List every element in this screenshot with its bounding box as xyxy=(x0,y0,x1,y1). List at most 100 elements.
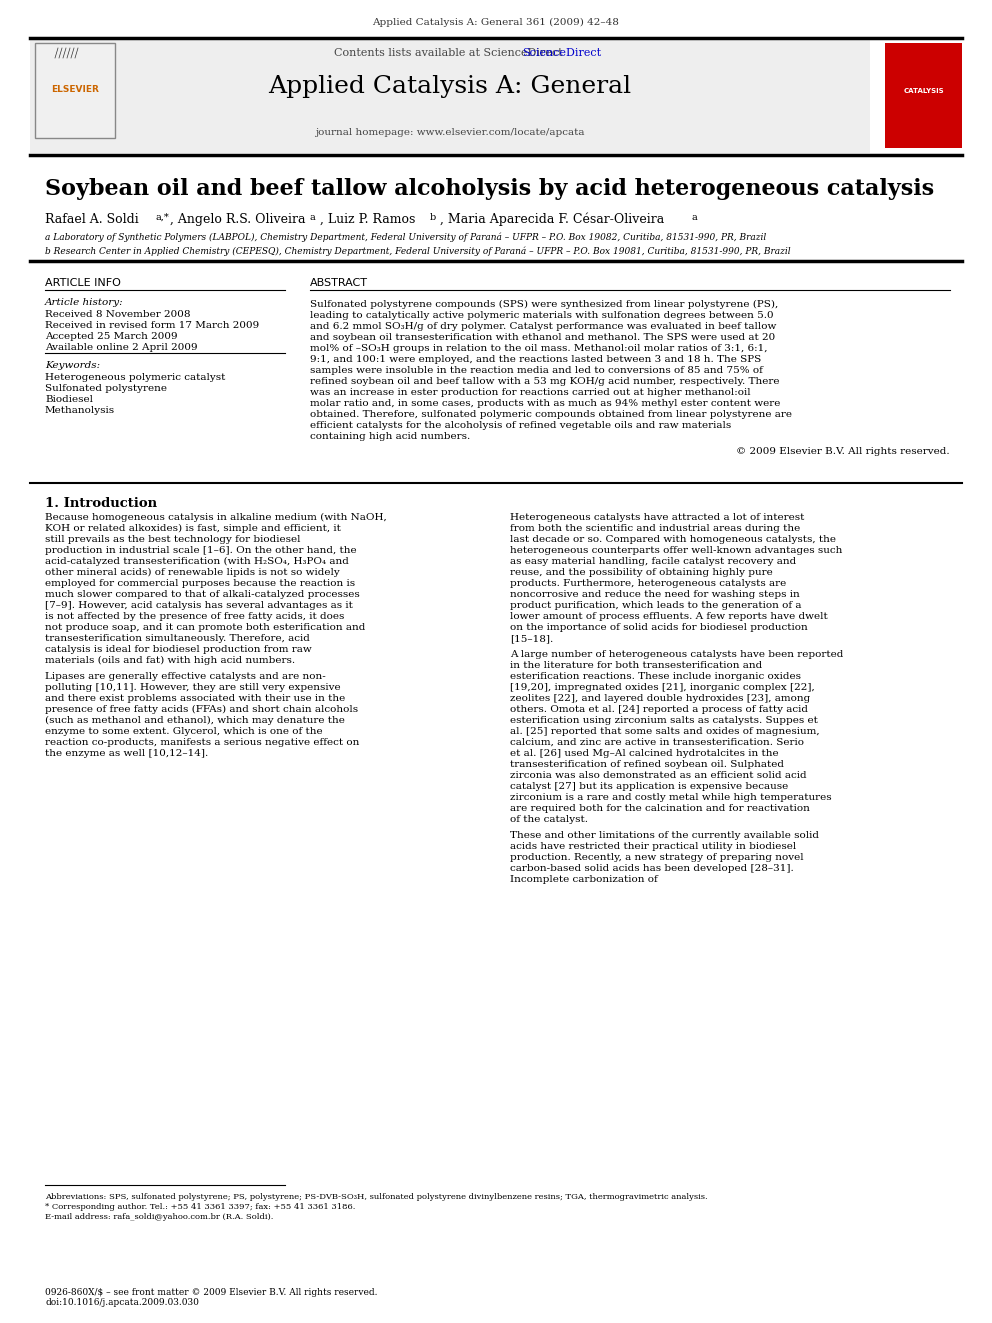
Text: esterification reactions. These include inorganic oxides: esterification reactions. These include … xyxy=(510,672,801,681)
Text: © 2009 Elsevier B.V. All rights reserved.: © 2009 Elsevier B.V. All rights reserved… xyxy=(736,447,950,456)
Text: carbon-based solid acids has been developed [28–31].: carbon-based solid acids has been develo… xyxy=(510,864,794,873)
Text: catalyst [27] but its application is expensive because: catalyst [27] but its application is exp… xyxy=(510,782,789,791)
Text: , Angelo R.S. Oliveira: , Angelo R.S. Oliveira xyxy=(170,213,306,226)
Text: Biodiesel: Biodiesel xyxy=(45,396,93,404)
Text: is not affected by the presence of free fatty acids, it does: is not affected by the presence of free … xyxy=(45,613,344,620)
Text: are required both for the calcination and for reactivation: are required both for the calcination an… xyxy=(510,804,809,814)
Text: containing high acid numbers.: containing high acid numbers. xyxy=(310,433,470,441)
Text: Because homogeneous catalysis in alkaline medium (with NaOH,: Because homogeneous catalysis in alkalin… xyxy=(45,513,387,523)
Text: [7–9]. However, acid catalysis has several advantages as it: [7–9]. However, acid catalysis has sever… xyxy=(45,601,353,610)
Text: b Research Center in Applied Chemistry (CEPESQ), Chemistry Department, Federal U: b Research Center in Applied Chemistry (… xyxy=(45,246,791,255)
Text: on the importance of solid acids for biodiesel production: on the importance of solid acids for bio… xyxy=(510,623,807,632)
Text: Accepted 25 March 2009: Accepted 25 March 2009 xyxy=(45,332,178,341)
Text: not produce soap, and it can promote both esterification and: not produce soap, and it can promote bot… xyxy=(45,623,365,632)
Text: zirconia was also demonstrated as an efficient solid acid: zirconia was also demonstrated as an eff… xyxy=(510,771,806,781)
Text: a: a xyxy=(310,213,315,222)
Text: ScienceDirect: ScienceDirect xyxy=(522,48,601,58)
Bar xyxy=(30,40,870,153)
Text: [15–18].: [15–18]. xyxy=(510,634,554,643)
Text: products. Furthermore, heterogeneous catalysts are: products. Furthermore, heterogeneous cat… xyxy=(510,579,787,587)
Text: CATALYSIS: CATALYSIS xyxy=(904,89,944,94)
Text: and soybean oil transesterification with ethanol and methanol. The SPS were used: and soybean oil transesterification with… xyxy=(310,333,776,343)
Text: KOH or related alkoxides) is fast, simple and efficient, it: KOH or related alkoxides) is fast, simpl… xyxy=(45,524,341,533)
Text: 1. Introduction: 1. Introduction xyxy=(45,497,157,509)
Text: molar ratio and, in some cases, products with as much as 94% methyl ester conten: molar ratio and, in some cases, products… xyxy=(310,400,781,407)
Text: polluting [10,11]. However, they are still very expensive: polluting [10,11]. However, they are sti… xyxy=(45,683,340,692)
Text: Rafael A. Soldi: Rafael A. Soldi xyxy=(45,213,143,226)
Text: ELSEVIER: ELSEVIER xyxy=(51,85,99,94)
Text: Contents lists available at ScienceDirect: Contents lists available at ScienceDirec… xyxy=(334,48,566,58)
Text: last decade or so. Compared with homogeneous catalysts, the: last decade or so. Compared with homogen… xyxy=(510,534,836,544)
Text: catalysis is ideal for biodiesel production from raw: catalysis is ideal for biodiesel product… xyxy=(45,646,311,654)
Text: and there exist problems associated with their use in the: and there exist problems associated with… xyxy=(45,695,345,703)
Text: These and other limitations of the currently available solid: These and other limitations of the curre… xyxy=(510,831,819,840)
Text: doi:10.1016/j.apcata.2009.03.030: doi:10.1016/j.apcata.2009.03.030 xyxy=(45,1298,198,1307)
Text: Heterogeneous catalysts have attracted a lot of interest: Heterogeneous catalysts have attracted a… xyxy=(510,513,805,523)
Text: zeolites [22], and layered double hydroxides [23], among: zeolites [22], and layered double hydrox… xyxy=(510,695,810,703)
Text: esterification using zirconium salts as catalysts. Suppes et: esterification using zirconium salts as … xyxy=(510,716,817,725)
Text: and 6.2 mmol SO₃H/g of dry polymer. Catalyst performance was evaluated in beef t: and 6.2 mmol SO₃H/g of dry polymer. Cata… xyxy=(310,321,777,331)
Text: Sulfonated polystyrene: Sulfonated polystyrene xyxy=(45,384,167,393)
Text: calcium, and zinc are active in transesterification. Serio: calcium, and zinc are active in transest… xyxy=(510,738,804,747)
Text: Sulfonated polystyrene compounds (SPS) were synthesized from linear polystyrene : Sulfonated polystyrene compounds (SPS) w… xyxy=(310,300,779,310)
Text: ABSTRACT: ABSTRACT xyxy=(310,278,368,288)
Text: et al. [26] used Mg–Al calcined hydrotalcites in the: et al. [26] used Mg–Al calcined hydrotal… xyxy=(510,749,779,758)
Text: [19,20], impregnated oxides [21], inorganic complex [22],: [19,20], impregnated oxides [21], inorga… xyxy=(510,683,814,692)
Text: 9:1, and 100:1 were employed, and the reactions lasted between 3 and 18 h. The S: 9:1, and 100:1 were employed, and the re… xyxy=(310,355,761,364)
Text: A large number of heterogeneous catalysts have been reported: A large number of heterogeneous catalyst… xyxy=(510,650,843,659)
Text: others. Omota et al. [24] reported a process of fatty acid: others. Omota et al. [24] reported a pro… xyxy=(510,705,808,714)
Text: mol% of –SO₃H groups in relation to the oil mass. Methanol:oil molar ratios of 3: mol% of –SO₃H groups in relation to the … xyxy=(310,344,768,353)
Text: Heterogeneous polymeric catalyst: Heterogeneous polymeric catalyst xyxy=(45,373,225,382)
Text: materials (oils and fat) with high acid numbers.: materials (oils and fat) with high acid … xyxy=(45,656,296,665)
Text: Methanolysis: Methanolysis xyxy=(45,406,115,415)
Text: al. [25] reported that some salts and oxides of magnesium,: al. [25] reported that some salts and ox… xyxy=(510,728,819,736)
Text: Received in revised form 17 March 2009: Received in revised form 17 March 2009 xyxy=(45,321,259,329)
Text: leading to catalytically active polymeric materials with sulfonation degrees bet: leading to catalytically active polymeri… xyxy=(310,311,774,320)
Text: reuse, and the possibility of obtaining highly pure: reuse, and the possibility of obtaining … xyxy=(510,568,773,577)
Text: b: b xyxy=(430,213,436,222)
Text: presence of free fatty acids (FFAs) and short chain alcohols: presence of free fatty acids (FFAs) and … xyxy=(45,705,358,714)
Text: of the catalyst.: of the catalyst. xyxy=(510,815,588,824)
Text: Soybean oil and beef tallow alcoholysis by acid heterogeneous catalysis: Soybean oil and beef tallow alcoholysis … xyxy=(45,179,934,200)
Text: reaction co-products, manifests a serious negative effect on: reaction co-products, manifests a seriou… xyxy=(45,738,359,747)
Text: employed for commercial purposes because the reaction is: employed for commercial purposes because… xyxy=(45,579,355,587)
Text: transesterification of refined soybean oil. Sulphated: transesterification of refined soybean o… xyxy=(510,759,784,769)
Text: E-mail address: rafa_soldi@yahoo.com.br (R.A. Soldi).: E-mail address: rafa_soldi@yahoo.com.br … xyxy=(45,1213,274,1221)
Text: * Corresponding author. Tel.: +55 41 3361 3397; fax: +55 41 3361 3186.: * Corresponding author. Tel.: +55 41 336… xyxy=(45,1203,355,1211)
Text: acid-catalyzed transesterification (with H₂SO₄, H₃PO₄ and: acid-catalyzed transesterification (with… xyxy=(45,557,349,566)
Text: Article history:: Article history: xyxy=(45,298,124,307)
Text: efficient catalysts for the alcoholysis of refined vegetable oils and raw materi: efficient catalysts for the alcoholysis … xyxy=(310,421,731,430)
Text: 0926-860X/$ – see front matter © 2009 Elsevier B.V. All rights reserved.: 0926-860X/$ – see front matter © 2009 El… xyxy=(45,1289,378,1297)
Text: still prevails as the best technology for biodiesel: still prevails as the best technology fo… xyxy=(45,534,301,544)
Text: noncorrosive and reduce the need for washing steps in: noncorrosive and reduce the need for was… xyxy=(510,590,800,599)
Bar xyxy=(35,44,115,138)
Text: a: a xyxy=(692,213,697,222)
Text: refined soybean oil and beef tallow with a 53 mg KOH/g acid number, respectively: refined soybean oil and beef tallow with… xyxy=(310,377,780,386)
Text: from both the scientific and industrial areas during the: from both the scientific and industrial … xyxy=(510,524,801,533)
Text: as easy material handling, facile catalyst recovery and: as easy material handling, facile cataly… xyxy=(510,557,797,566)
Text: acids have restricted their practical utility in biodiesel: acids have restricted their practical ut… xyxy=(510,841,797,851)
Text: Keywords:: Keywords: xyxy=(45,361,100,370)
Text: , Luiz P. Ramos: , Luiz P. Ramos xyxy=(320,213,416,226)
Text: transesterification simultaneously. Therefore, acid: transesterification simultaneously. Ther… xyxy=(45,634,310,643)
Text: samples were insoluble in the reaction media and led to conversions of 85 and 75: samples were insoluble in the reaction m… xyxy=(310,366,763,374)
Text: journal homepage: www.elsevier.com/locate/apcata: journal homepage: www.elsevier.com/locat… xyxy=(315,128,584,138)
Text: the enzyme as well [10,12–14].: the enzyme as well [10,12–14]. xyxy=(45,749,208,758)
Bar xyxy=(885,44,962,148)
Text: Incomplete carbonization of: Incomplete carbonization of xyxy=(510,875,658,884)
Text: production. Recently, a new strategy of preparing novel: production. Recently, a new strategy of … xyxy=(510,853,804,863)
Text: Applied Catalysis A: General 361 (2009) 42–48: Applied Catalysis A: General 361 (2009) … xyxy=(373,19,619,28)
Text: Lipases are generally effective catalysts and are non-: Lipases are generally effective catalyst… xyxy=(45,672,325,681)
Text: Applied Catalysis A: General: Applied Catalysis A: General xyxy=(269,75,632,98)
Text: obtained. Therefore, sulfonated polymeric compounds obtained from linear polysty: obtained. Therefore, sulfonated polymeri… xyxy=(310,410,792,419)
Text: production in industrial scale [1–6]. On the other hand, the: production in industrial scale [1–6]. On… xyxy=(45,546,357,556)
Text: much slower compared to that of alkali-catalyzed processes: much slower compared to that of alkali-c… xyxy=(45,590,360,599)
Text: Abbreviations: SPS, sulfonated polystyrene; PS, polystyrene; PS-DVB-SO₃H, sulfon: Abbreviations: SPS, sulfonated polystyre… xyxy=(45,1193,707,1201)
Text: Available online 2 April 2009: Available online 2 April 2009 xyxy=(45,343,197,352)
Text: a Laboratory of Synthetic Polymers (LABPOL), Chemistry Department, Federal Unive: a Laboratory of Synthetic Polymers (LABP… xyxy=(45,233,766,242)
Text: was an increase in ester production for reactions carried out at higher methanol: was an increase in ester production for … xyxy=(310,388,751,397)
Text: , Maria Aparecida F. César-Oliveira: , Maria Aparecida F. César-Oliveira xyxy=(440,213,665,226)
Text: other mineral acids) of renewable lipids is not so widely: other mineral acids) of renewable lipids… xyxy=(45,568,339,577)
Text: product purification, which leads to the generation of a: product purification, which leads to the… xyxy=(510,601,802,610)
Text: ARTICLE INFO: ARTICLE INFO xyxy=(45,278,121,288)
